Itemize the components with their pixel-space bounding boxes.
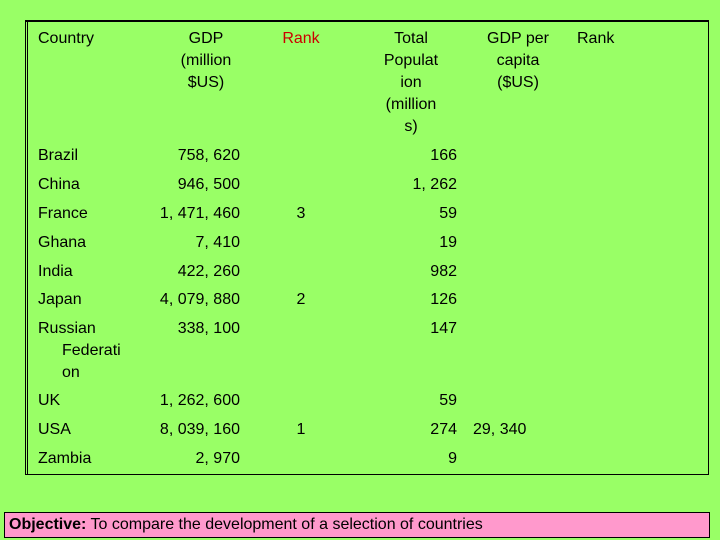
country-cell: India — [38, 263, 73, 280]
header-gdp: GDP (million $US) — [156, 28, 256, 94]
gdp-cell: 1, 471, 460 — [159, 205, 240, 222]
objective-label: Objective: — [9, 516, 87, 533]
country-cell: Brazil — [38, 147, 79, 164]
rank-cell: 1 — [296, 421, 306, 438]
objective-box: Objective: To compare the development of… — [4, 512, 710, 538]
header-gdp-per-capita: GDP per capita ($US) — [468, 28, 568, 94]
gdp-cell: 758, 620 — [177, 147, 240, 164]
header-rank-per-capita: Rank — [577, 30, 615, 47]
country-cell: USA — [38, 421, 71, 438]
header-country: Country — [38, 30, 95, 47]
gdp-cell: 4, 079, 880 — [159, 291, 240, 308]
country-line: Federati — [62, 342, 121, 359]
gdp-per-capita-cell: 29, 340 — [473, 421, 527, 438]
header-gdp-per-capita-line: GDP per — [487, 30, 549, 47]
population-cell: 166 — [430, 147, 457, 164]
header-population-line: ion — [400, 74, 422, 91]
population-cell: 147 — [430, 320, 457, 337]
column-divider — [27, 21, 28, 474]
header-population: Total Populat ion (million s) — [371, 28, 451, 138]
row-divider — [26, 21, 708, 22]
country-line: Russian — [38, 320, 96, 337]
header-population-line: Total — [394, 30, 428, 47]
population-cell: 1, 262 — [412, 176, 457, 193]
rank-cell: 3 — [296, 205, 306, 222]
population-cell: 59 — [439, 205, 457, 222]
gdp-cell: 422, 260 — [177, 263, 240, 280]
gdp-cell: 8, 039, 160 — [159, 421, 240, 438]
country-cell: Japan — [38, 291, 82, 308]
population-cell: 126 — [430, 291, 457, 308]
country-cell: China — [38, 176, 80, 193]
country-line: on — [62, 364, 80, 381]
gdp-cell: 946, 500 — [177, 176, 240, 193]
header-rank-gdp: Rank — [282, 30, 320, 47]
country-cell: UK — [38, 392, 61, 409]
gdp-cell: 2, 970 — [195, 450, 240, 467]
header-gdp-per-capita-line: capita — [496, 52, 540, 69]
header-population-line: (million — [385, 96, 437, 113]
population-cell: 9 — [448, 450, 457, 467]
country-cell: Russian Federati on — [38, 318, 121, 384]
population-cell: 59 — [439, 392, 457, 409]
objective-text: To compare the development of a selectio… — [90, 516, 483, 533]
population-cell: 982 — [430, 263, 457, 280]
gdp-cell: 338, 100 — [177, 320, 240, 337]
rank-cell: 2 — [296, 291, 306, 308]
country-cell: Ghana — [38, 234, 87, 251]
gdp-cell: 1, 262, 600 — [159, 392, 240, 409]
country-cell: Zambia — [38, 450, 92, 467]
population-cell: 19 — [439, 234, 457, 251]
header-population-line: s) — [404, 118, 418, 135]
gdp-cell: 7, 410 — [195, 234, 240, 251]
country-cell: France — [38, 205, 88, 222]
population-cell: 274 — [430, 421, 457, 438]
header-gdp-per-capita-line: ($US) — [497, 74, 539, 91]
header-gdp-line: (million — [180, 52, 232, 69]
header-gdp-line: GDP — [188, 30, 224, 47]
country-data-table: Country GDP (million $US) Rank Total Pop… — [25, 20, 709, 475]
header-population-line: Populat — [383, 52, 439, 69]
header-gdp-line: $US) — [187, 74, 225, 91]
